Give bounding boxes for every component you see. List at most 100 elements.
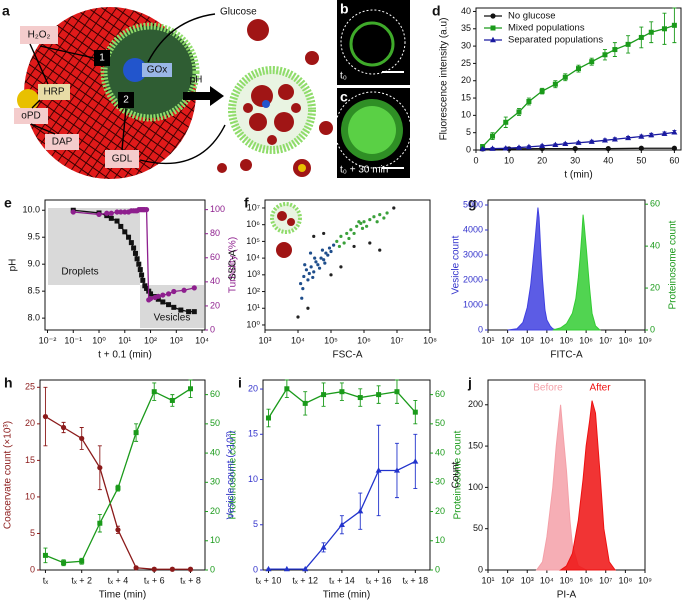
marker [671,145,677,151]
point [327,246,332,250]
y-tick-label: 15 [461,92,471,102]
marker [375,467,382,473]
histogram-area [552,214,602,331]
image-bg [337,0,410,85]
x-tick-label: 10⁷ [390,335,403,345]
point [299,281,303,286]
y-tick-label: 100 [210,204,225,214]
y-tick-label: 150 [468,440,483,450]
point [347,236,351,241]
point [319,256,323,260]
point [312,234,316,238]
marker [503,119,509,125]
point [392,206,396,210]
y-tick-label: 25 [25,382,35,392]
marker [128,240,134,246]
marker [155,296,161,302]
glucose: Glucose [220,7,257,18]
panel-label: c [340,89,348,105]
marker [132,250,138,256]
x-tick-label: 0 [473,155,478,165]
x-axis-label: Time (min) [323,590,370,601]
x-axis-label: Time (min) [99,590,146,601]
point [314,260,318,264]
y-tick-label: 40 [461,6,471,16]
point [360,226,365,230]
point [352,231,356,236]
y-tick-label: 10² [247,286,260,296]
y-tick-label: 20 [435,506,445,516]
y-tick-label: 10.0 [22,205,40,215]
y-axis-label: Vesicle count [451,235,462,294]
marker [171,288,177,295]
y-axis-label: Vesicle count (×10³) [226,431,237,520]
x-axis-label: PI-A [557,590,577,601]
marker [338,521,345,527]
marker [339,389,345,395]
marker [139,272,145,278]
marker [671,22,677,28]
point [308,251,313,255]
step1: 1 [99,53,105,64]
x-tick-label: tₓ [43,575,49,585]
marker [147,296,154,302]
marker [181,287,187,293]
marker [562,74,568,80]
marker [122,229,128,235]
marker [122,209,128,215]
y-tick-label: 10⁴ [246,252,260,262]
point [385,211,389,215]
point [355,224,359,228]
point [313,256,317,260]
x-tick-label: 10² [501,335,514,345]
x-tick-label: 10³ [521,575,534,585]
marker [61,560,67,566]
y-tick-label: 20 [461,75,471,85]
y-tick-label: 20 [25,418,35,428]
marker [525,143,532,150]
marker [178,307,184,313]
y-tick-label: 10³ [247,269,260,279]
x-tick-label: 10¹ [118,335,131,345]
marker [118,209,124,215]
x-tick-label: 10⁸ [618,335,632,345]
x-tick-label: 20 [537,155,547,165]
plot-frame [487,199,646,331]
hrp: HRP [43,87,64,98]
marker [151,389,157,395]
y-tick-label: 10 [210,535,220,545]
x-tick-label: tₓ + 8 [180,575,201,585]
x-axis-label: FITC-A [550,350,583,361]
h2o2-box [20,26,58,44]
dap: DAP [52,137,73,148]
point [307,271,311,276]
schematic: GOx H₂O₂ HRP oPD DAP GDL 1 2 Glucose pH [14,7,333,179]
y-tick-label: 10⁷ [247,202,260,212]
marker [97,465,103,471]
marker [638,145,644,151]
y-tick-label: 50 [473,523,483,533]
marker [134,256,140,262]
y-tick-label: 40 [210,447,220,457]
point [301,286,305,291]
y-tick-label: 10 [461,110,471,120]
point [322,258,326,262]
panel-label: e [4,195,12,211]
vesicle-gox [262,100,270,108]
y-tick-label: 5 [466,127,471,137]
x-tick-label: 10⁸ [423,335,437,345]
x-tick-label: 10 [504,155,514,165]
ph: pH [190,75,203,86]
marker [602,52,608,58]
x-tick-label: 10⁶ [579,335,593,345]
marker [148,291,154,297]
fluorescence-core [348,106,396,154]
y-tick-label: 5 [30,528,35,538]
y-tick-label: 9.5 [27,232,40,242]
marker [648,131,655,138]
marker [376,392,382,398]
x-tick-label: tₓ + 6 [144,575,165,585]
marker [284,386,290,392]
marker [137,267,143,273]
legend-label: Separated populations [508,35,603,46]
